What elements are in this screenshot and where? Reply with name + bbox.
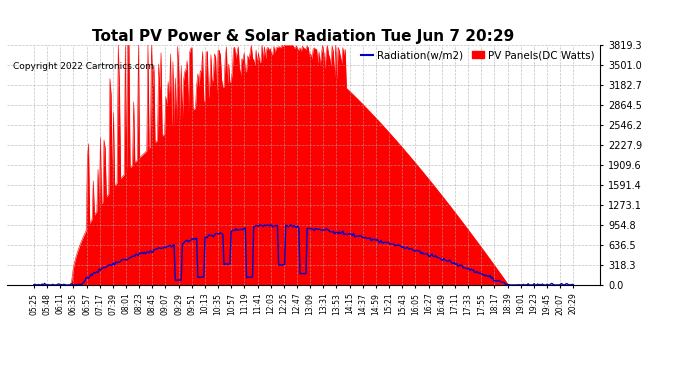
- Legend: Radiation(w/m2), PV Panels(DC Watts): Radiation(w/m2), PV Panels(DC Watts): [361, 50, 595, 60]
- Title: Total PV Power & Solar Radiation Tue Jun 7 20:29: Total PV Power & Solar Radiation Tue Jun…: [92, 29, 515, 44]
- Text: Copyright 2022 Cartronics.com: Copyright 2022 Cartronics.com: [13, 62, 154, 71]
